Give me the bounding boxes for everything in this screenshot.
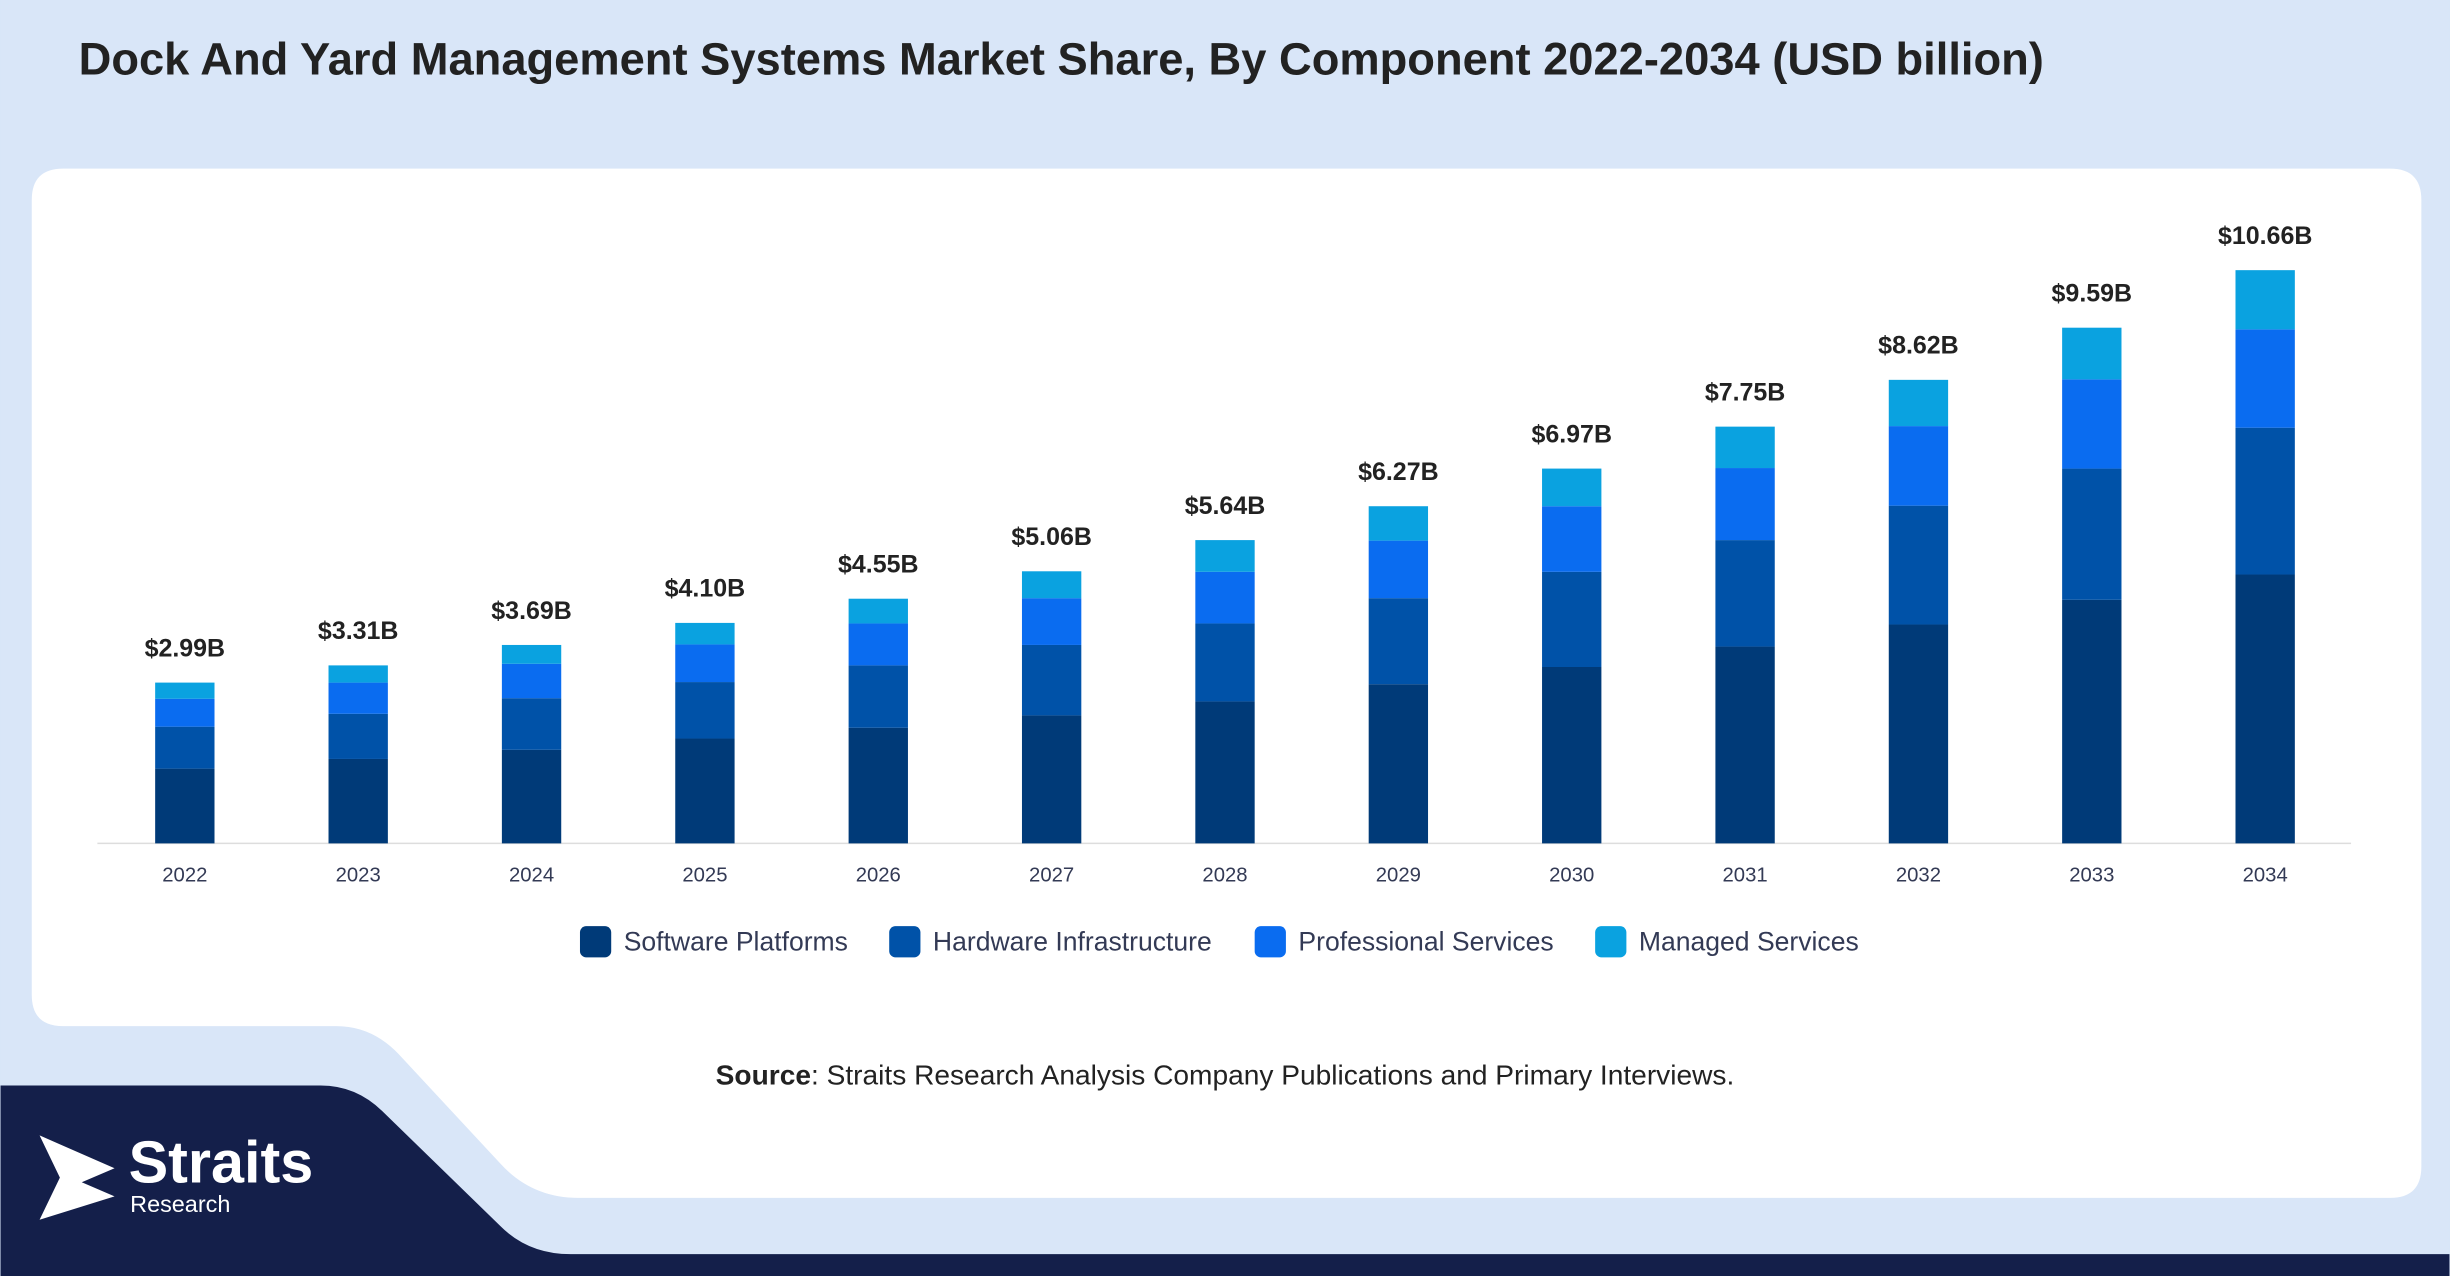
- x-tick-label: 2028: [1202, 865, 1247, 887]
- bar-segment: [1021, 644, 1082, 716]
- bar-segment: [155, 768, 215, 844]
- legend-swatch: [1254, 926, 1286, 958]
- x-tick-label: 2022: [162, 865, 207, 887]
- bar-segment: [1715, 540, 1775, 647]
- bar-segment: [1368, 540, 1429, 599]
- bar-segment: [675, 622, 735, 645]
- bar-segment: [848, 727, 908, 844]
- x-tick-label: 2027: [1029, 865, 1074, 887]
- bar-segment: [1542, 571, 1602, 668]
- bar-segment: [1542, 506, 1602, 572]
- total-label: $8.62B: [1878, 332, 1959, 360]
- bar-segment: [501, 698, 562, 750]
- bar-segment: [1888, 505, 1949, 625]
- legend-swatch: [1595, 926, 1627, 958]
- logo-icon: [39, 1135, 115, 1220]
- bar-segment: [2235, 270, 2295, 330]
- x-tick-label: 2023: [336, 865, 381, 887]
- legend-label: Managed Services: [1639, 926, 1859, 956]
- total-label: $2.99B: [145, 634, 226, 662]
- x-tick-label: 2030: [1549, 865, 1594, 887]
- bar-segment: [328, 682, 388, 714]
- bar-segment: [848, 665, 908, 728]
- bar-segment: [1715, 646, 1775, 844]
- bar-segment: [1888, 426, 1949, 506]
- bar-segment: [1021, 598, 1082, 645]
- bar-segment: [848, 623, 908, 666]
- legend-label: Professional Services: [1298, 926, 1553, 956]
- x-tick-label: 2032: [1896, 865, 1941, 887]
- source-text: : Straits Research Analysis Company Publ…: [811, 1060, 1734, 1091]
- bar-segment: [1368, 598, 1429, 685]
- bar-segment: [1195, 623, 1255, 702]
- bar-segment: [1542, 667, 1602, 844]
- bar-segment: [328, 758, 388, 844]
- bar-segment: [1195, 701, 1255, 844]
- total-label: $3.31B: [318, 617, 399, 645]
- x-tick-label: 2029: [1376, 865, 1421, 887]
- total-label: $10.66B: [2218, 222, 2312, 250]
- x-tick-label: 2033: [2069, 865, 2114, 887]
- bar-segment: [1021, 571, 1082, 599]
- bar-segment: [675, 682, 735, 739]
- bar-segment: [1715, 468, 1775, 541]
- legend-swatch: [579, 926, 612, 958]
- footer-band: [0, 1085, 2450, 1276]
- legend-label: Software Platforms: [624, 926, 848, 956]
- bar-segment: [328, 713, 388, 759]
- bar-segment: [1021, 715, 1082, 844]
- bar-segment: [2235, 329, 2295, 428]
- bar-segment: [675, 738, 735, 844]
- bar-segment: [1888, 624, 1949, 844]
- bar-segment: [501, 663, 562, 699]
- total-label: $9.59B: [2052, 279, 2133, 307]
- bar-segment: [155, 682, 215, 699]
- source-label: Source: [716, 1060, 811, 1091]
- total-label: $4.10B: [665, 575, 746, 603]
- bar-segment: [501, 644, 562, 664]
- bar-segment: [2235, 427, 2295, 575]
- total-label: $5.64B: [1185, 492, 1266, 520]
- bar-segment: [2062, 327, 2122, 380]
- chart-title: Dock And Yard Management Systems Market …: [79, 33, 2044, 84]
- bar-segment: [155, 726, 215, 769]
- x-tick-label: 2024: [509, 865, 554, 887]
- bar-segment: [1888, 379, 1949, 427]
- total-label: $5.06B: [1011, 523, 1092, 551]
- legend-swatch: [889, 926, 921, 958]
- total-label: $7.75B: [1705, 378, 1786, 406]
- bar-segment: [2062, 599, 2122, 844]
- total-label: $4.55B: [838, 551, 919, 579]
- bar-segment: [155, 698, 215, 727]
- total-label: $3.69B: [491, 597, 572, 625]
- total-label: $6.97B: [1531, 420, 1612, 448]
- x-tick-label: 2031: [1723, 865, 1768, 887]
- logo-name: Straits: [129, 1128, 314, 1195]
- x-tick-label: 2026: [856, 865, 901, 887]
- source: Source: Straits Research Analysis Compan…: [716, 1060, 1735, 1091]
- legend-label: Hardware Infrastructure: [933, 926, 1212, 956]
- bar-segment: [675, 644, 735, 683]
- bar-segment: [501, 749, 562, 844]
- x-tick-label: 2034: [2243, 865, 2288, 887]
- total-label: $6.27B: [1358, 458, 1439, 486]
- bar-segment: [1195, 540, 1255, 572]
- bar-segment: [2062, 468, 2122, 600]
- bar-segment: [1195, 571, 1255, 624]
- bar-segment: [2062, 379, 2122, 469]
- bar-segment: [328, 665, 388, 683]
- bar-segment: [1542, 468, 1602, 507]
- bar-segment: [848, 598, 908, 624]
- bar-segment: [1368, 506, 1429, 541]
- logo-subtitle: Research: [130, 1191, 230, 1217]
- bar-segment: [1715, 426, 1775, 469]
- bar-segment: [1368, 684, 1429, 844]
- x-tick-label: 2025: [682, 865, 727, 887]
- bar-segment: [2235, 574, 2295, 844]
